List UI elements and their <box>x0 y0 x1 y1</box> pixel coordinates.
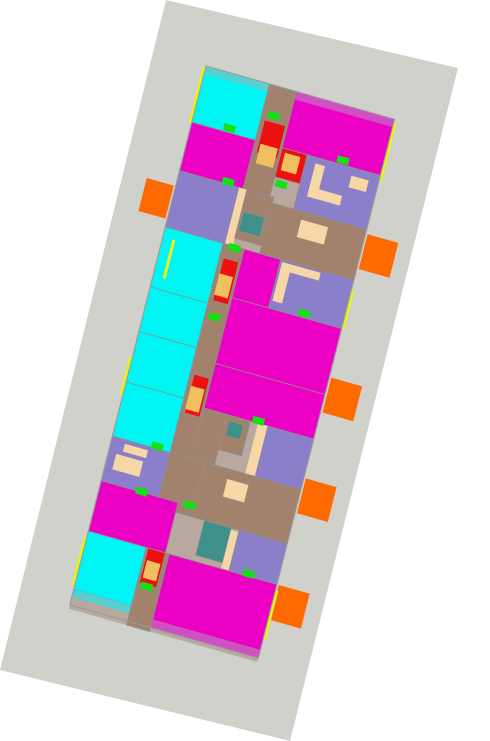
wall-edge-nw <box>188 67 206 123</box>
balcony-east-4 <box>270 584 310 629</box>
marker-10 <box>150 441 164 452</box>
marker-11 <box>135 486 149 497</box>
wardrobe-e4 <box>245 423 268 477</box>
bedroom-s-bottom-edge <box>71 589 132 614</box>
marker-14 <box>242 568 256 579</box>
wall-edge-s <box>162 239 176 279</box>
table-s <box>222 479 249 503</box>
furn-e2-l1 <box>272 267 291 304</box>
living-ne-top-edge <box>294 91 395 128</box>
kitchen-ne-furn <box>280 152 301 175</box>
wardrobe-se <box>221 529 239 571</box>
balcony-west <box>138 177 174 219</box>
wall-edge-sw <box>71 536 87 586</box>
wall-edge-ne <box>378 123 397 183</box>
marker-1 <box>222 123 237 134</box>
building-outline <box>69 65 396 659</box>
marker-12 <box>183 500 197 511</box>
furn-spine-1 <box>214 273 234 299</box>
wall-edge-se <box>263 590 279 640</box>
wardrobe-w1 <box>224 187 247 246</box>
marker-9 <box>251 415 266 426</box>
marker-3 <box>336 155 350 166</box>
marker-13 <box>139 581 154 592</box>
kitchen-north-furn <box>255 143 278 169</box>
balcony-east-1 <box>358 234 399 278</box>
wall-edge-e2 <box>341 289 355 330</box>
furn-spine-2 <box>185 385 205 413</box>
marker-5 <box>221 176 235 187</box>
marker-8 <box>208 312 222 323</box>
furn-ne-bed <box>348 175 369 193</box>
marker-7 <box>297 308 311 319</box>
living-se-bottom-edge <box>150 619 261 659</box>
bath-center-1 <box>238 211 266 238</box>
marker-4 <box>274 179 288 190</box>
furn-e2-l2 <box>280 261 321 281</box>
bath-e4-tile <box>226 421 243 439</box>
marker-6 <box>227 242 241 253</box>
table-e1 <box>296 219 329 245</box>
bedroom-nw-top-edge <box>204 66 270 92</box>
kitchen-s-furn <box>142 560 161 582</box>
furn-ne-l2 <box>307 186 343 206</box>
marker-2 <box>267 110 281 121</box>
bed-sw1 <box>112 453 144 477</box>
balcony-east-2 <box>322 377 363 422</box>
balcony-east-3 <box>297 478 337 522</box>
building <box>68 65 399 662</box>
bed-sw1-b <box>122 443 148 459</box>
wall-edge-w-mid <box>119 355 133 396</box>
